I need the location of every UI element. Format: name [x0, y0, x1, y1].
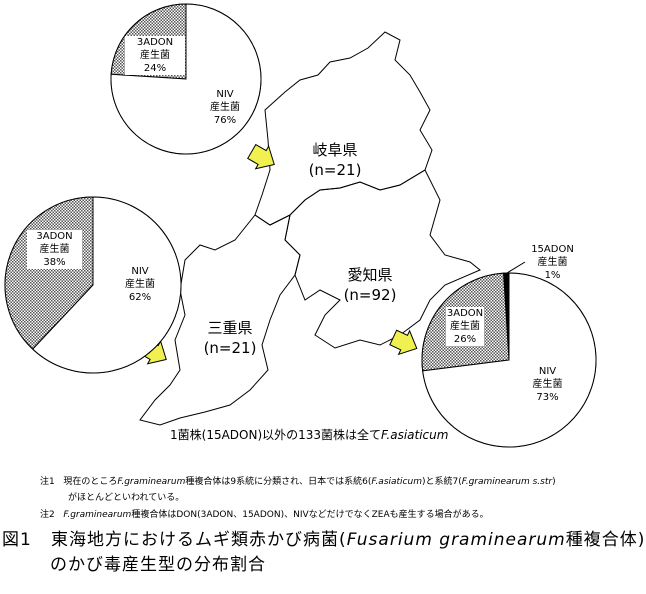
mie-label: 三重県 (n=21): [203, 319, 257, 357]
aichi-outline: [284, 169, 481, 349]
pie-1-slice-1: [32, 196, 182, 374]
map-caption: 1菌株(15ADON)以外の133菌株は全てF.asiaticum: [170, 428, 449, 442]
figure-title: 図1 東海地方におけるムギ類赤かび病菌(Fusarium graminearum…: [2, 530, 646, 550]
gifu-label: 岐阜県 (n=21): [308, 141, 362, 179]
mie-3adon-label: 3ADON 産生菌 38%: [27, 230, 82, 269]
aichi-3adon-label: 3ADON 産生菌 26%: [446, 307, 484, 346]
pie-0-slice-1: [110, 3, 262, 155]
gifu-3adon-label: 3ADON 産生菌 24%: [125, 36, 185, 75]
aichi-niv-label: NIV 産生菌 73%: [532, 366, 563, 403]
arrow-aichi: [389, 329, 418, 356]
figure-title-line2: のかび毒産生型の分布割合: [50, 555, 266, 575]
note-1-line2: がほとんどといわれている。: [68, 493, 185, 503]
pie-2-slice-2: [422, 272, 597, 448]
gifu-niv-label: NIV 産生菌 76%: [210, 89, 240, 126]
arrow-gifu: [247, 143, 275, 170]
aichi-15adon-label: 15ADON 産生菌 1%: [531, 244, 574, 281]
leader-15adon: [506, 261, 526, 274]
mie-outline: [139, 214, 301, 426]
gifu-outline: [254, 31, 433, 226]
mie-niv-label: NIV 産生菌 62%: [125, 266, 155, 303]
note-2: 注2 F.graminearum種複合体はDON(3ADON、15ADON)、N…: [40, 510, 489, 520]
aichi-label: 愛知県 (n=92): [343, 266, 397, 304]
note-1: 注1 現在のところF.graminearum種複合体は9系統に分類され、日本では…: [40, 477, 556, 487]
